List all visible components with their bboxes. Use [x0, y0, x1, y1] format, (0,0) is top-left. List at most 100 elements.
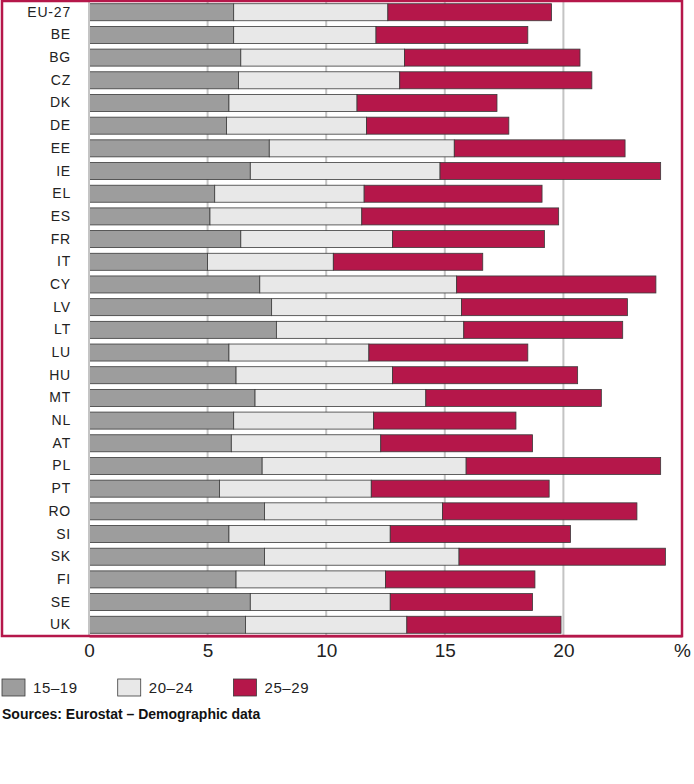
tick-label: % [674, 640, 691, 661]
bar [381, 435, 533, 452]
tick: CY [50, 276, 89, 292]
bar [89, 276, 260, 293]
tick: EU-27 [27, 4, 89, 20]
bar [241, 231, 393, 248]
tick: LU [52, 344, 90, 360]
tick: 20 [553, 636, 574, 661]
bar [362, 208, 559, 225]
bar [89, 503, 265, 520]
legend-item: 20–24 [118, 679, 194, 696]
tick: ES [51, 208, 89, 224]
tick: 5 [203, 636, 214, 661]
category-label: IT [57, 253, 71, 269]
bar [89, 435, 231, 452]
bar [231, 435, 380, 452]
bar [89, 344, 229, 361]
category-label: ES [51, 208, 71, 224]
bar [393, 367, 578, 384]
bar [89, 457, 262, 474]
bar [464, 321, 623, 338]
bar [210, 208, 362, 225]
legend-swatch [233, 679, 256, 696]
bar [459, 548, 665, 565]
bar [255, 389, 426, 406]
legend-swatch [2, 679, 25, 696]
bar [227, 117, 367, 134]
category-label: PL [52, 457, 71, 473]
tick: FI [57, 571, 89, 587]
tick: AT [53, 435, 89, 451]
tick: RO [48, 503, 89, 519]
bar [89, 321, 276, 338]
category-label: FI [57, 571, 71, 587]
bar [89, 117, 227, 134]
bar [426, 389, 602, 406]
bar [236, 367, 393, 384]
bar [367, 117, 509, 134]
tick: NL [52, 412, 90, 428]
category-label: CY [50, 276, 71, 292]
tick-label: 10 [316, 640, 337, 661]
category-label: SK [51, 548, 71, 564]
bar [390, 594, 532, 611]
bars [89, 4, 665, 634]
tick: BE [51, 26, 89, 42]
category-label: LT [54, 321, 71, 337]
tick: HU [49, 367, 89, 383]
bar [260, 276, 457, 293]
bar [386, 571, 535, 588]
category-label: CZ [51, 72, 71, 88]
bar [234, 26, 376, 43]
bar [388, 4, 552, 21]
bar [404, 49, 580, 66]
bar [89, 140, 269, 157]
legend-item: 25–29 [233, 679, 309, 696]
bar [229, 344, 369, 361]
bar [276, 321, 463, 338]
bar [272, 299, 462, 316]
tick: SI [56, 526, 89, 542]
category-label: AT [53, 435, 71, 451]
bar [89, 389, 255, 406]
bar [208, 253, 334, 270]
bar [250, 163, 440, 180]
bar [89, 253, 208, 270]
bar [376, 26, 528, 43]
tick: PL [52, 457, 89, 473]
tick: EL [52, 185, 89, 201]
bar [238, 72, 399, 89]
legend: 15–1920–2425–29 [2, 679, 309, 696]
bar [89, 367, 236, 384]
bar [89, 94, 229, 111]
category-label: EU-27 [27, 4, 71, 20]
bar [89, 26, 234, 43]
category-label: LV [53, 299, 71, 315]
tick: DE [50, 117, 89, 133]
bar [393, 231, 545, 248]
tick: BG [49, 49, 89, 65]
bar [89, 412, 234, 429]
bar [89, 208, 210, 225]
tick: DK [50, 94, 89, 110]
bar [89, 526, 229, 543]
category-label: RO [48, 503, 71, 519]
tick: PT [52, 480, 90, 496]
tick: % [674, 636, 691, 661]
legend-label: 25–29 [264, 679, 309, 696]
bar [457, 276, 656, 293]
bar [400, 72, 592, 89]
bar [461, 299, 627, 316]
category-label: NL [52, 412, 72, 428]
bar [89, 163, 250, 180]
tick: UK [50, 616, 89, 632]
bar [234, 412, 374, 429]
tick: MT [49, 389, 89, 405]
bar [89, 571, 236, 588]
bar [357, 94, 497, 111]
bar [333, 253, 482, 270]
category-label: FR [51, 231, 71, 247]
category-label: BG [49, 49, 71, 65]
category-label: PT [52, 480, 72, 496]
bar [89, 480, 219, 497]
category-label: IE [56, 163, 71, 179]
